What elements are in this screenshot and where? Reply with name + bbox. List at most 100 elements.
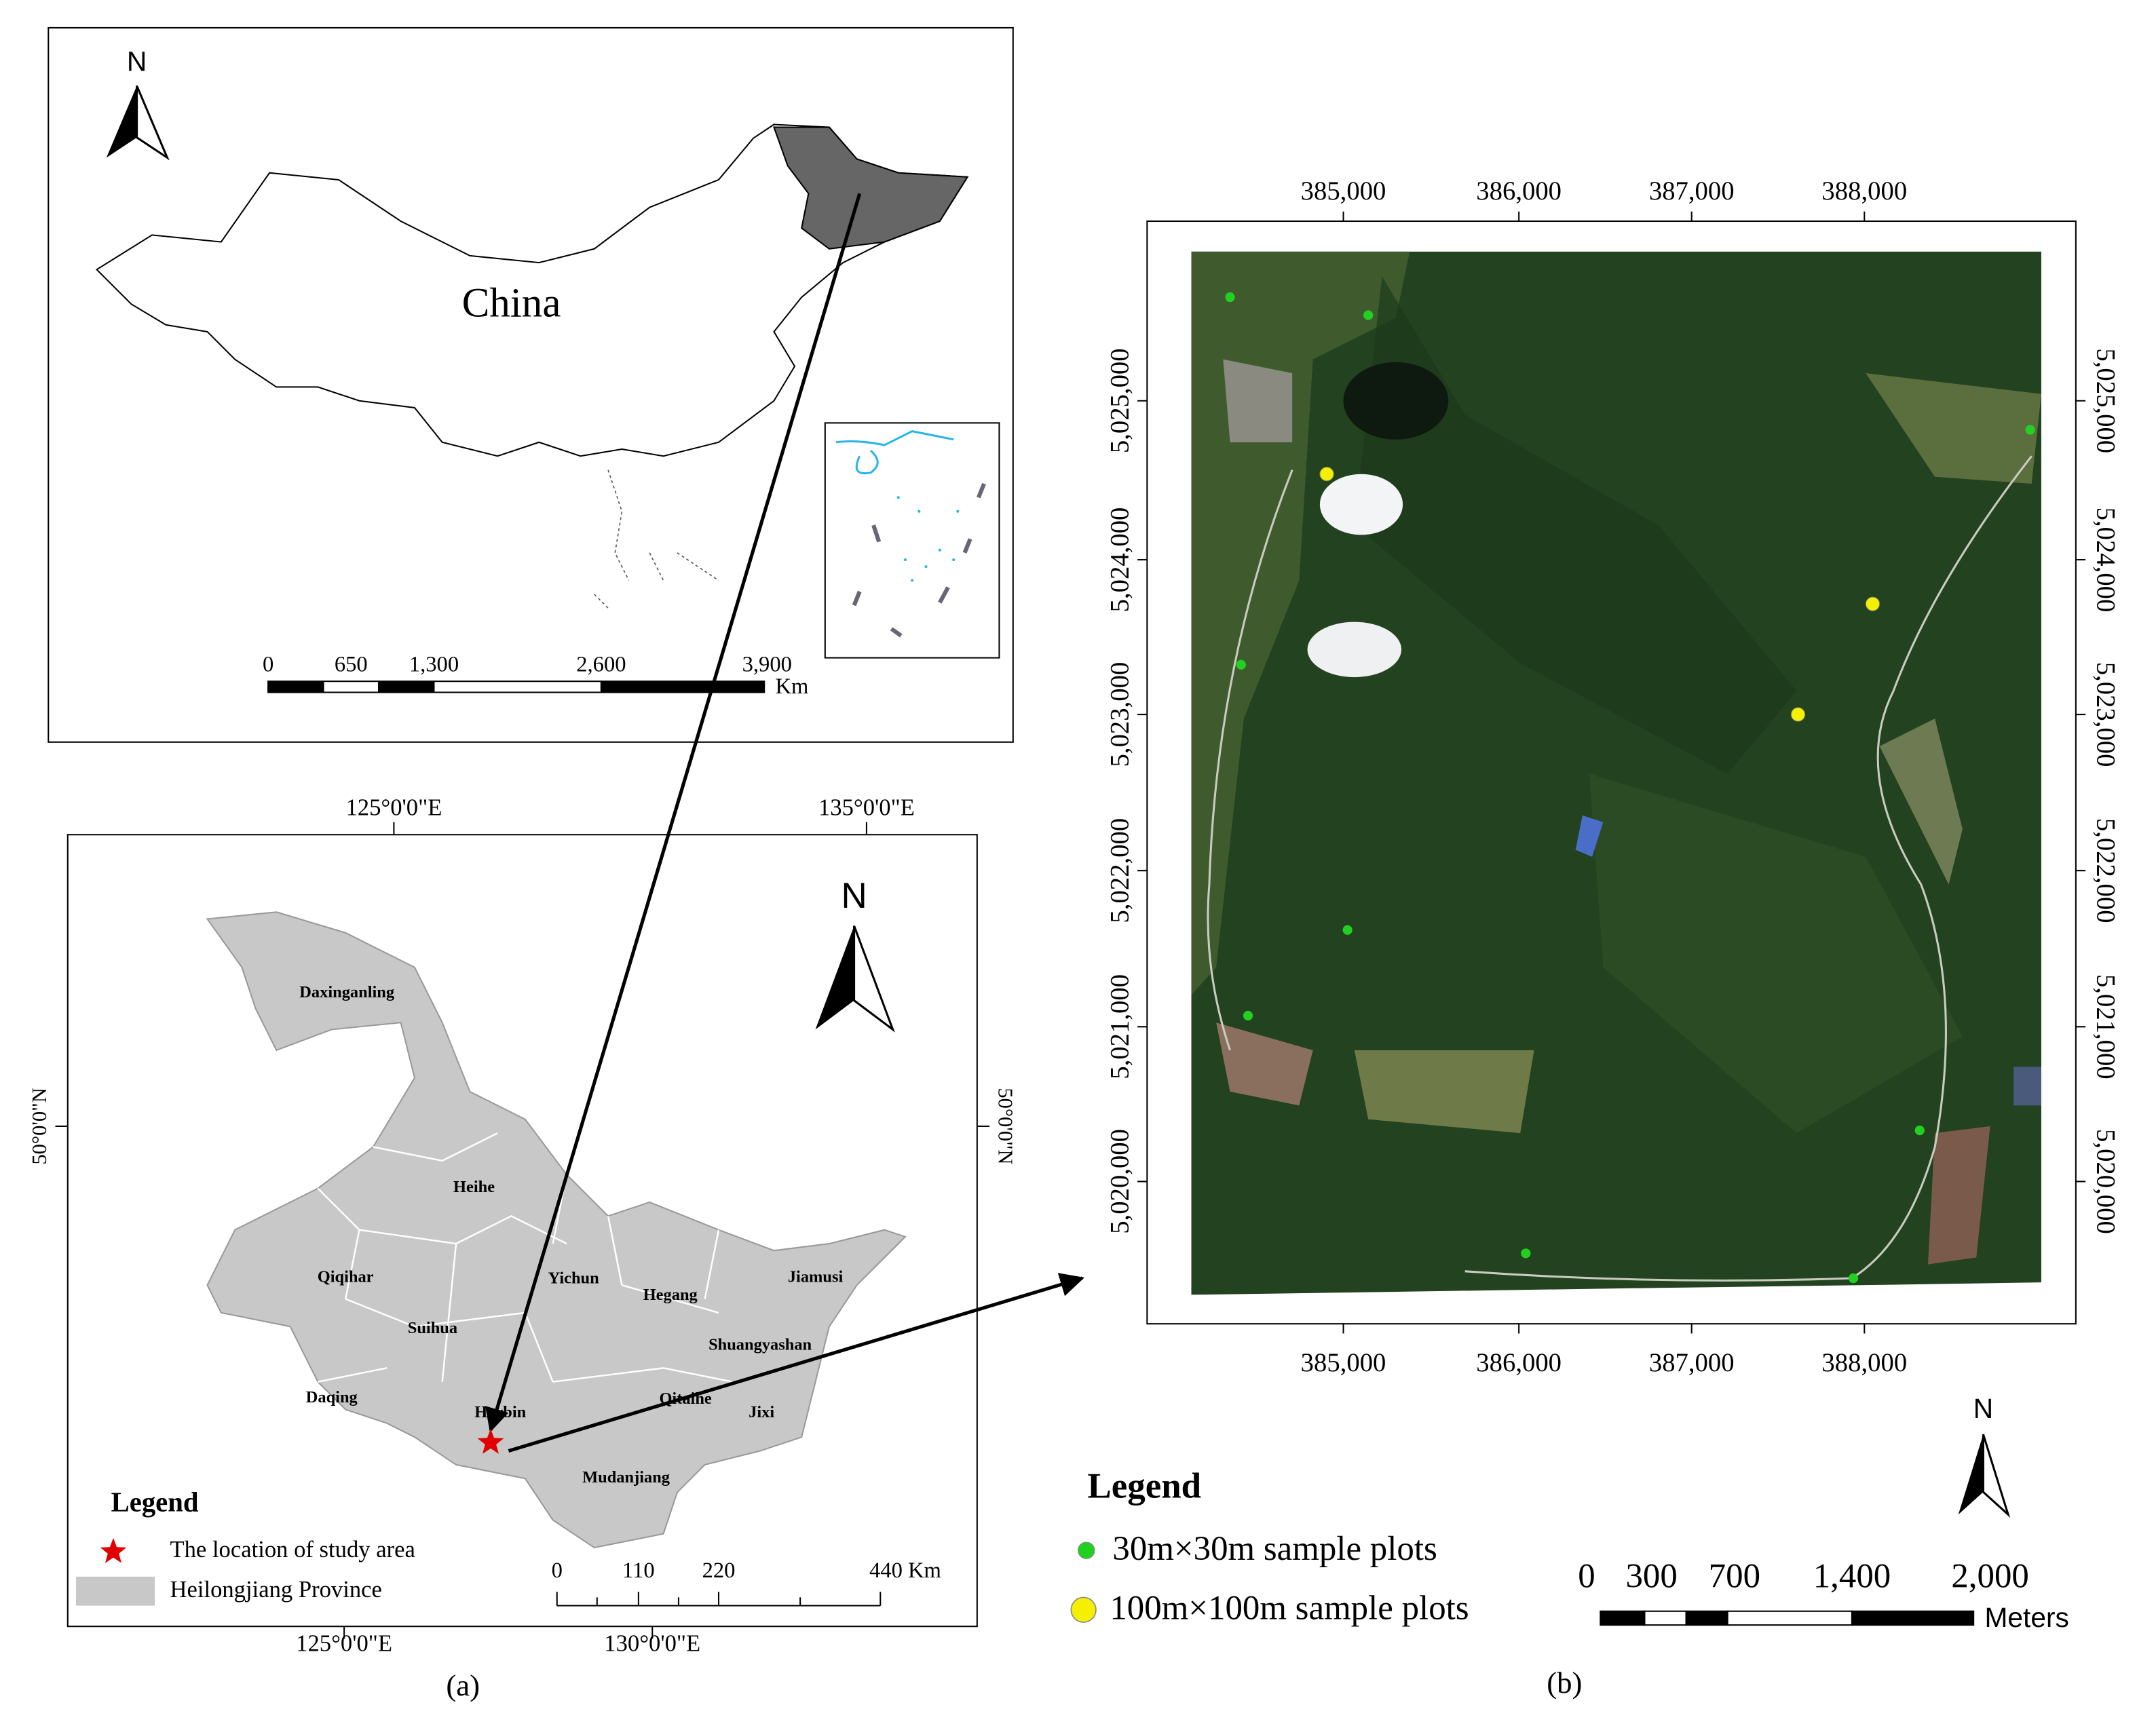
scale-segment [600,680,765,693]
easting-label: 386,000 [1476,177,1562,206]
scale-label: 0 [263,652,273,676]
inset-dashes [852,482,986,638]
scale-label: 0 [1578,1558,1595,1596]
scale-label: 1,300 [409,652,459,676]
north-arrow [853,925,895,1033]
sample-plot-30m [1342,925,1353,935]
north-label: N [1973,1393,1993,1424]
north-arrow [815,925,854,1030]
scale-label: 2,000 [1951,1558,2029,1596]
northing-label: 5,022,000 [1106,818,1135,923]
north-arrow [1982,1434,2011,1518]
china-outline [95,123,969,457]
city-label: Yichun [548,1269,600,1288]
easting-label: 387,000 [1649,1349,1735,1377]
northing-label: 5,021,000 [2092,974,2120,1079]
northing-label: 5,024,000 [2092,507,2120,613]
scale-segment [377,680,435,693]
easting-label: 386,000 [1476,1349,1562,1377]
north-arrow [1958,1434,1984,1515]
northing-label: 5,020,000 [2092,1129,2120,1234]
city-label: Suihua [408,1319,457,1337]
scale-segment [267,680,324,693]
top-lon-label: 135°0'0"E [818,795,915,821]
sample-plot-100m [1790,707,1806,722]
scale-label: 110 [622,1558,655,1583]
legend-marker [1070,1596,1097,1623]
easting-label: 388,000 [1821,177,1907,206]
scale-bar: 0 300 700 1,400 2,000 Meters [1578,1558,2069,1633]
north-arrow [136,85,170,161]
scale-segment [1685,1610,1728,1626]
study-area-star [477,1428,504,1454]
city-label: Hegang [643,1286,698,1304]
scale-label: 1,400 [1813,1558,1891,1596]
inset-islands [896,496,960,582]
easting-label: 385,000 [1301,177,1386,206]
northing-label: 5,023,000 [2092,662,2120,767]
northing-label: 5,022,000 [2092,818,2120,923]
scale-label: 3,900 [742,652,792,676]
easting-label: 388,000 [1821,1349,1907,1377]
north-arrow [106,85,137,158]
scale-label: 440 Km [869,1558,941,1583]
northing-label: 5,025,000 [1106,348,1135,453]
connector-arrow [508,1273,1085,1453]
northing-label: 5,024,000 [1106,507,1135,613]
scale-segment [1600,1610,1646,1626]
sample-plot-30m [1848,1273,1859,1284]
scale-segment [1644,1610,1687,1626]
sample-plot-30m [1914,1125,1925,1136]
scale-unit: Meters [1984,1602,2068,1633]
sample-plot-100m [1865,596,1880,611]
northing-label: 5,025,000 [2092,348,2120,453]
sample-plot-30m [2025,425,2035,435]
graticule-ticks [55,822,990,1639]
scale-label: 0 [552,1558,563,1583]
north-label: N [841,876,867,916]
scale-label: 300 [1625,1558,1677,1596]
legend-title: Legend [111,1487,199,1517]
top-lon-label: 125°0'0"E [345,795,442,821]
city-label: Heihe [453,1178,495,1196]
legend-item: Heilongjiang Province [170,1577,381,1603]
caption: (b) [1547,1666,1582,1700]
china-label: China [462,280,561,326]
legend-title: Legend [1087,1467,1201,1506]
city-label: Harbin [474,1403,526,1421]
city-label: Daxinganling [299,983,394,1001]
scale-segment [1726,1610,1853,1626]
connector-arrow [485,193,862,1433]
coordinate-labels: 385,000 385,000 386,000 386,000 387,000 387,0… [1106,177,2120,1377]
sample-plot-30m [1236,659,1246,670]
easting-label: 387,000 [1649,177,1735,206]
northing-label: 5,023,000 [1106,662,1135,767]
city-labels: Daxinganling Heihe Qiqihar Yichun Hegang Jiam… [299,983,843,1487]
legend-item: 30m×30m sample plots [1112,1530,1437,1568]
northing-label: 5,021,000 [1106,974,1135,1079]
scale-segment [1851,1610,1975,1626]
scale-label: 700 [1709,1558,1760,1596]
scale-bar: 0 110 220 440 Km [552,1558,941,1607]
legend-marker [1077,1541,1095,1559]
scale-label: 2,600 [576,652,626,676]
city-label: Daqing [306,1388,358,1406]
sample-plot-30m [1225,292,1235,303]
city-label: Jixi [749,1403,774,1421]
northing-label: 5,020,000 [1106,1129,1135,1234]
sample-plot-30m [1363,310,1374,320]
prefecture-boundaries [317,1132,733,1383]
legend-star [100,1537,127,1563]
legend-item: The location of study area [170,1537,415,1562]
sample-plot-30m [1243,1010,1253,1021]
city-label: Shuangyashan [708,1335,812,1354]
satellite-image [1191,251,2041,1295]
scale-line [556,1592,882,1607]
scale-segment [322,680,380,693]
city-label: Mudanjiang [582,1468,670,1487]
easting-label: 385,000 [1301,1349,1386,1377]
caption: (a) [446,1668,480,1702]
